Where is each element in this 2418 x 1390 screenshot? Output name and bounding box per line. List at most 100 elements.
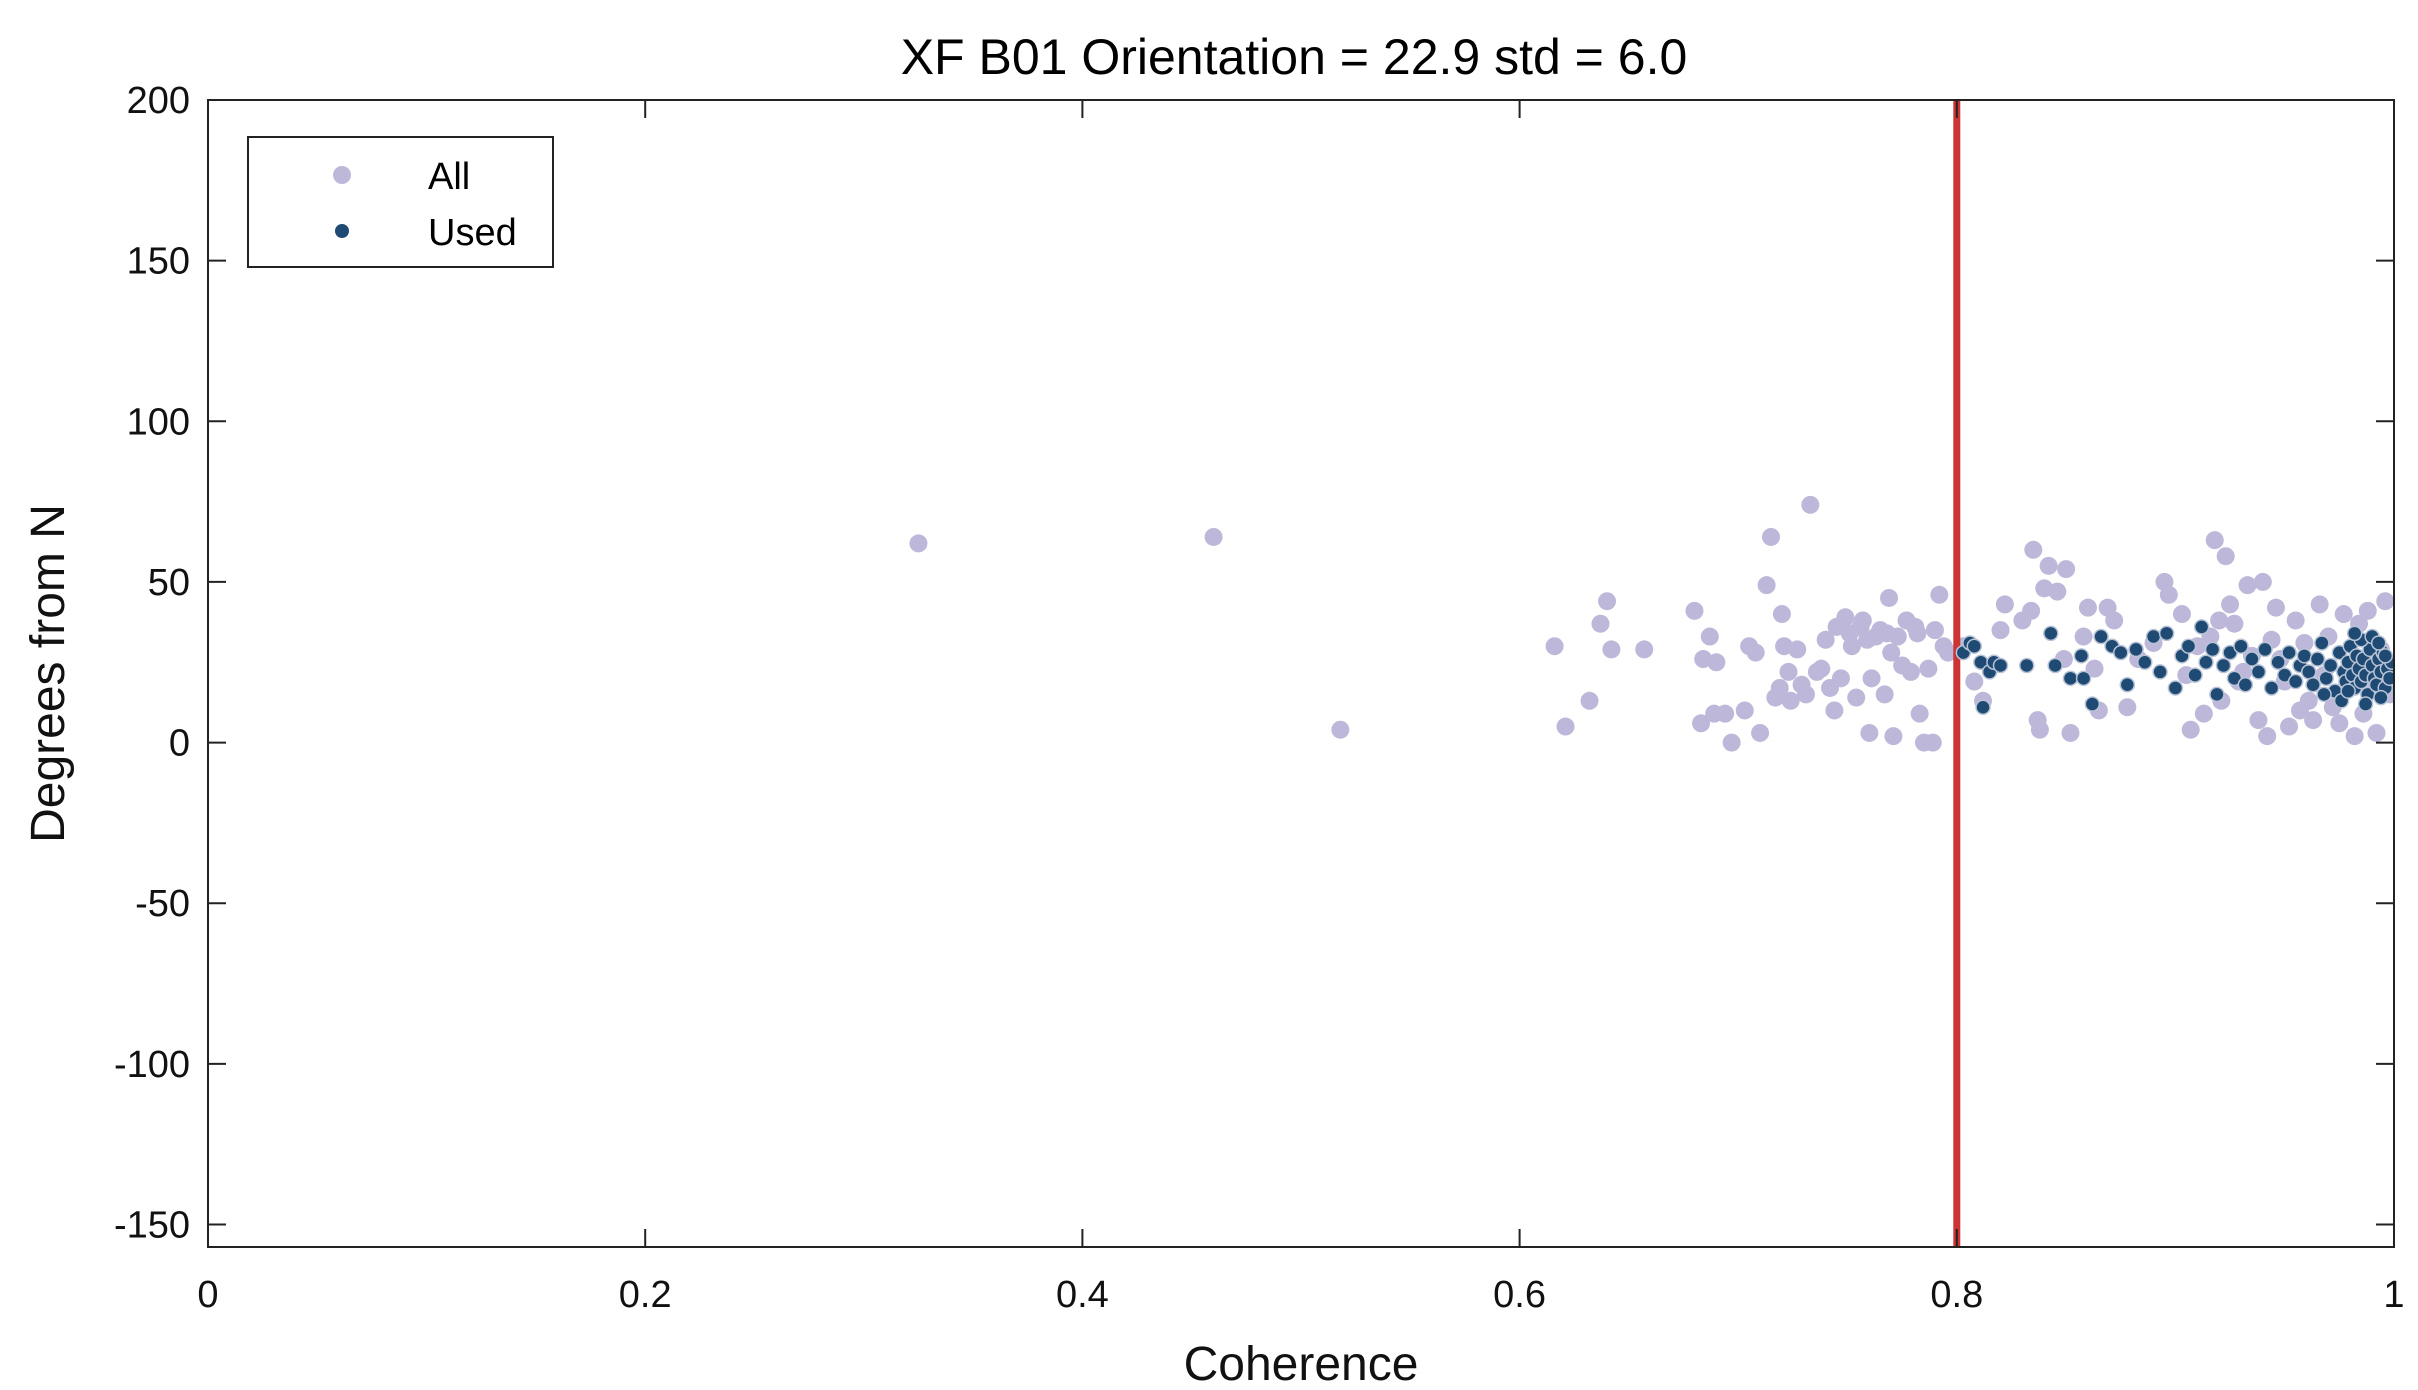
data-point-used [2119, 676, 2136, 693]
data-point-used [2257, 641, 2273, 658]
data-point-all [1757, 576, 1776, 595]
data-point-all [2299, 691, 2318, 710]
data-point-all [1919, 659, 1938, 678]
data-point-used [2263, 680, 2280, 696]
data-point-used [2373, 689, 2389, 706]
data-point-used [2281, 644, 2297, 661]
data-point-all [1635, 640, 1654, 659]
data-point-all [2061, 723, 2080, 742]
data-point-used [2300, 664, 2317, 680]
y-tick-label: -150 [114, 1205, 190, 1247]
data-point-all [1884, 727, 1903, 746]
data-point-used [2309, 651, 2326, 667]
data-point-all [1801, 495, 1820, 514]
x-tick-label: 0.4 [1056, 1274, 1109, 1316]
data-point-all [1862, 669, 1881, 688]
legend: All Used [247, 136, 554, 268]
data-point-used [2193, 619, 2210, 635]
data-point-used [2357, 696, 2374, 712]
data-point-all [1923, 733, 1942, 752]
x-tick-label: 0.2 [619, 1274, 672, 1316]
plot-area [909, 100, 2394, 1247]
data-point-used [2084, 696, 2101, 712]
data-point-used [2296, 648, 2313, 664]
data-point-all [2266, 598, 2285, 617]
data-point-used [2152, 664, 2168, 680]
data-point-used [2318, 670, 2334, 687]
data-point-used [2113, 644, 2129, 661]
chart-title: XF B01 Orientation = 22.9 std = 6.0 [901, 29, 1688, 85]
data-point-all [1331, 720, 1350, 739]
data-point-all [1707, 653, 1726, 672]
data-point-all [2345, 727, 2364, 746]
data-point-all [1779, 662, 1798, 681]
data-point-all [1995, 595, 2014, 614]
data-point-all [2367, 723, 2386, 742]
data-point-used [2250, 664, 2267, 680]
data-point-all [1939, 643, 1958, 662]
data-point-all [2105, 611, 2124, 630]
legend-label-all: All [428, 156, 470, 198]
x-axis: 0 0.2 0.4 0.6 0.8 1 [197, 100, 2405, 1316]
data-point-all [1816, 630, 1835, 649]
data-point-all [1910, 704, 1929, 723]
y-tick-label: -100 [114, 1044, 190, 1086]
data-point-all [2310, 595, 2329, 614]
data-point-used [2204, 641, 2221, 658]
data-point-used [2145, 628, 2162, 645]
data-points [909, 100, 2394, 1247]
data-point-all [1796, 685, 1815, 704]
data-point-all [2330, 714, 2349, 733]
data-point-all [2358, 601, 2377, 620]
data-point-used [2233, 638, 2249, 654]
data-point-used [2047, 657, 2063, 674]
data-point-all [2057, 560, 2076, 579]
data-point-all [1598, 592, 1617, 611]
x-axis-label: Coherence [1184, 1338, 1419, 1390]
data-point-used [2209, 686, 2225, 703]
data-point-used [2073, 648, 2090, 664]
y-tick-label: 100 [127, 401, 190, 443]
y-axis-label: Degrees from N [22, 504, 75, 843]
data-point-all [1812, 659, 1831, 678]
data-point-all [1925, 621, 1944, 640]
data-point-all [2030, 720, 2049, 739]
data-point-all [2253, 572, 2272, 591]
data-point-all [1853, 611, 1872, 630]
data-point-all [2172, 605, 2191, 624]
data-point-all [1842, 637, 1861, 656]
data-point-all [2024, 540, 2043, 559]
data-point-all [2376, 592, 2394, 611]
data-point-all [2159, 585, 2178, 604]
data-point-all [1825, 701, 1844, 720]
data-point-all [1716, 704, 1735, 723]
data-point-used [2270, 654, 2286, 671]
data-point-used [2167, 680, 2184, 696]
data-point-used [2322, 657, 2339, 674]
data-point-used [2314, 635, 2330, 651]
data-point-all [1700, 627, 1719, 646]
data-point-used [1992, 657, 2009, 674]
data-point-used [2237, 676, 2254, 693]
data-point-used [2137, 654, 2153, 671]
data-point-all [2194, 704, 2213, 723]
y-tick-label: 150 [127, 241, 190, 283]
data-point-all [2210, 611, 2229, 630]
data-point-all [2258, 727, 2277, 746]
data-point-all [2221, 595, 2240, 614]
y-tick-label: 0 [169, 723, 190, 765]
data-point-all [2039, 556, 2058, 575]
data-point-all [2205, 531, 2224, 550]
data-point-all [1746, 643, 1765, 662]
y-axis: 200 150 100 50 0 -50 -100 -150 [114, 80, 2394, 1247]
data-point-all [2280, 717, 2299, 736]
data-point-used [2305, 676, 2321, 693]
data-point-all [1965, 672, 1984, 691]
data-point-all [2286, 611, 2305, 630]
data-point-used [2198, 654, 2214, 671]
data-point-all [2295, 633, 2314, 652]
y-tick-label: 200 [127, 80, 190, 122]
data-point-all [1556, 717, 1575, 736]
data-point-used [2340, 683, 2356, 699]
data-point-used [1975, 699, 1991, 715]
